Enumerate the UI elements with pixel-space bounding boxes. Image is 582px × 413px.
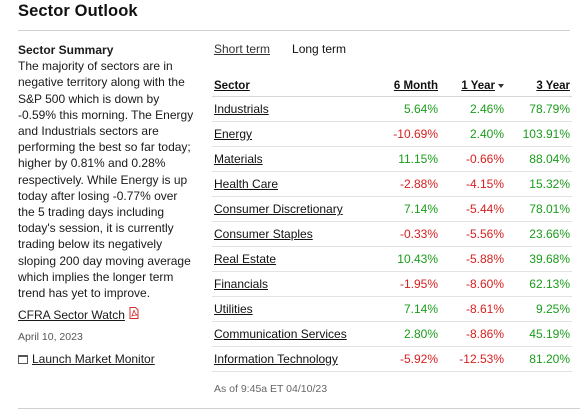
three-year-change: 45.19% bbox=[506, 321, 572, 347]
six-month-change: 2.80% bbox=[378, 321, 440, 347]
summary-heading: Sector Summary bbox=[18, 43, 114, 57]
as-of-timestamp: As of 9:45a ET 04/10/23 bbox=[214, 383, 328, 395]
six-month-change: -2.88% bbox=[378, 171, 440, 197]
column-header-1-year[interactable]: 1 Year bbox=[440, 76, 506, 97]
table-row: Utilities 7.14% -8.61% 9.25% bbox=[212, 296, 572, 322]
table-row: Energy -10.69% 2.40% 103.91% bbox=[212, 121, 572, 147]
tab-short-term[interactable]: Short term bbox=[214, 42, 271, 56]
column-header-6-month[interactable]: 6 Month bbox=[378, 76, 440, 97]
three-year-change: 103.91% bbox=[506, 121, 572, 147]
table-row: Health Care -2.88% -4.15% 15.32% bbox=[212, 171, 572, 197]
one-year-change: -5.44% bbox=[440, 196, 506, 222]
sector-name-link[interactable]: Utilities bbox=[212, 296, 378, 322]
table-row: Communication Services 2.80% -8.86% 45.19% bbox=[212, 321, 572, 347]
page-title: Sector Outlook bbox=[18, 2, 138, 20]
table-row: Consumer Staples -0.33% -5.56% 23.66% bbox=[212, 221, 572, 247]
sector-name-link[interactable]: Real Estate bbox=[212, 246, 378, 272]
one-year-change: -5.56% bbox=[440, 221, 506, 247]
launch-market-monitor-link[interactable]: Launch Market Monitor bbox=[32, 352, 155, 366]
tab-long-term[interactable]: Long term bbox=[292, 42, 347, 56]
sort-descending-icon bbox=[498, 83, 504, 88]
bottom-divider bbox=[18, 408, 580, 409]
summary-date: April 10, 2023 bbox=[18, 331, 83, 343]
six-month-change: 5.64% bbox=[378, 96, 440, 122]
three-year-change: 78.01% bbox=[506, 196, 572, 222]
sector-name-link[interactable]: Energy bbox=[212, 121, 378, 147]
three-year-change: 9.25% bbox=[506, 296, 572, 322]
term-tabs: Short term Long term bbox=[214, 42, 346, 56]
one-year-change: -0.66% bbox=[440, 146, 506, 172]
table-row: Information Technology -5.92% -12.53% 81.20… bbox=[212, 346, 572, 372]
one-year-change: 2.40% bbox=[440, 121, 506, 147]
one-year-change: -8.60% bbox=[440, 271, 506, 297]
column-header-1-year-label: 1 Year bbox=[461, 80, 495, 92]
sector-name-link[interactable]: Financials bbox=[212, 271, 378, 297]
pdf-icon[interactable] bbox=[129, 307, 139, 319]
sector-name-link[interactable]: Consumer Discretionary bbox=[212, 196, 378, 222]
table-row: Real Estate 10.43% -5.88% 39.68% bbox=[212, 246, 572, 272]
sector-name-link[interactable]: Consumer Staples bbox=[212, 221, 378, 247]
title-divider bbox=[18, 30, 570, 31]
one-year-change: 2.46% bbox=[440, 96, 506, 122]
six-month-change: 11.15% bbox=[378, 146, 440, 172]
window-icon bbox=[18, 354, 28, 364]
table-row: Financials -1.95% -8.60% 62.13% bbox=[212, 271, 572, 297]
sector-name-link[interactable]: Materials bbox=[212, 146, 378, 172]
sector-name-link[interactable]: Industrials bbox=[212, 96, 378, 122]
table-row: Consumer Discretionary 7.14% -5.44% 78.01% bbox=[212, 196, 572, 222]
three-year-change: 78.79% bbox=[506, 96, 572, 122]
six-month-change: 7.14% bbox=[378, 196, 440, 222]
sector-summary: Sector Summary The majority of sectors a… bbox=[18, 42, 196, 301]
six-month-change: 10.43% bbox=[378, 246, 440, 272]
one-year-change: -4.15% bbox=[440, 171, 506, 197]
sector-name-link[interactable]: Communication Services bbox=[212, 321, 378, 347]
three-year-change: 81.20% bbox=[506, 346, 572, 372]
one-year-change: -12.53% bbox=[440, 346, 506, 372]
table-header-row: Sector 6 Month 1 Year 3 Year bbox=[212, 76, 572, 97]
three-year-change: 88.04% bbox=[506, 146, 572, 172]
cfra-sector-watch[interactable]: CFRA Sector Watch bbox=[18, 307, 139, 322]
six-month-change: -10.69% bbox=[378, 121, 440, 147]
sector-name-link[interactable]: Health Care bbox=[212, 171, 378, 197]
three-year-change: 62.13% bbox=[506, 271, 572, 297]
sector-name-link[interactable]: Information Technology bbox=[212, 346, 378, 372]
table-row: Materials 11.15% -0.66% 88.04% bbox=[212, 146, 572, 172]
three-year-change: 39.68% bbox=[506, 246, 572, 272]
one-year-change: -8.61% bbox=[440, 296, 506, 322]
six-month-change: -5.92% bbox=[378, 346, 440, 372]
three-year-change: 15.32% bbox=[506, 171, 572, 197]
table-row: Industrials 5.64% 2.46% 78.79% bbox=[212, 96, 572, 122]
launch-market-monitor[interactable]: Launch Market Monitor bbox=[18, 352, 155, 366]
sector-performance-table: Sector 6 Month 1 Year 3 Year Industrials… bbox=[212, 76, 572, 372]
column-header-sector[interactable]: Sector bbox=[212, 76, 378, 97]
one-year-change: -5.88% bbox=[440, 246, 506, 272]
cfra-sector-watch-link[interactable]: CFRA Sector Watch bbox=[18, 308, 125, 322]
three-year-change: 23.66% bbox=[506, 221, 572, 247]
six-month-change: 7.14% bbox=[378, 296, 440, 322]
six-month-change: -1.95% bbox=[378, 271, 440, 297]
six-month-change: -0.33% bbox=[378, 221, 440, 247]
summary-text: The majority of sectors are in negative … bbox=[18, 59, 194, 301]
column-header-3-year[interactable]: 3 Year bbox=[506, 76, 572, 97]
one-year-change: -8.86% bbox=[440, 321, 506, 347]
